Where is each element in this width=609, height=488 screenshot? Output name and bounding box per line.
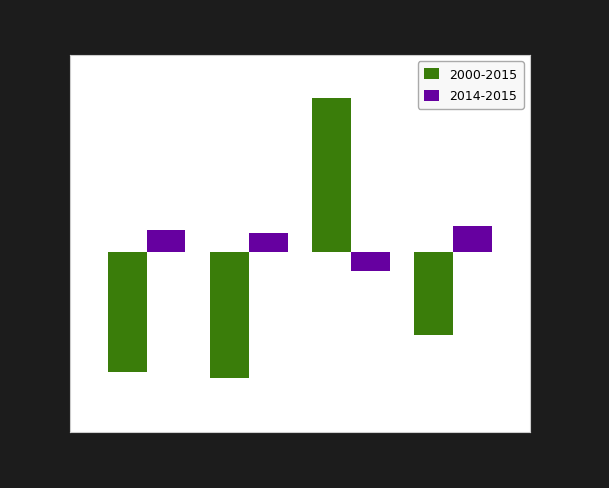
Bar: [147, 230, 186, 253]
Bar: [351, 253, 390, 272]
Bar: [453, 227, 492, 253]
Bar: [414, 253, 453, 336]
Legend: 2000-2015, 2014-2015: 2000-2015, 2014-2015: [418, 62, 524, 109]
Bar: [312, 99, 351, 253]
Bar: [108, 253, 147, 372]
Bar: [210, 253, 249, 379]
Bar: [249, 234, 287, 253]
